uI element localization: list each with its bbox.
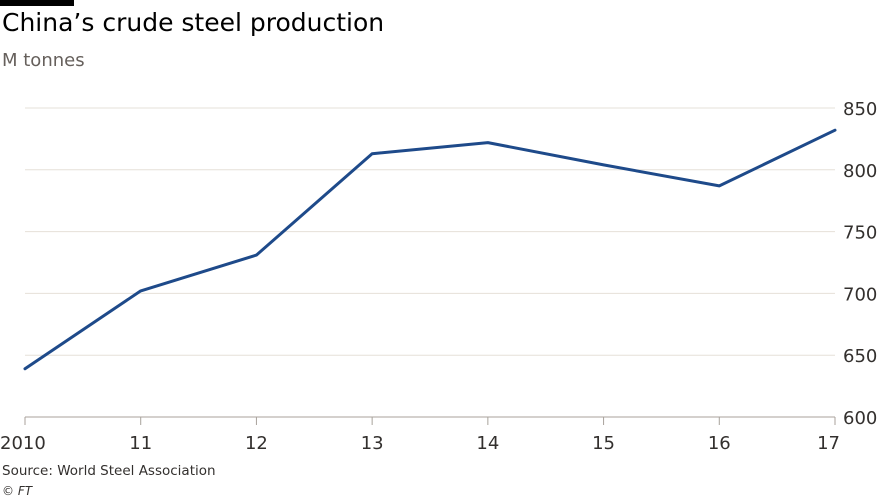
x-tick-label-2010: 2010 xyxy=(0,433,46,454)
chart-subtitle: M tonnes xyxy=(2,50,85,71)
y-tick-label-600: 600 xyxy=(843,408,877,429)
y-tick-label-850: 850 xyxy=(843,99,877,120)
x-tick-label-2011: 11 xyxy=(129,433,152,454)
x-axis: 2010 11 12 13 14 15 16 17 xyxy=(0,416,840,454)
y-tick-label-700: 700 xyxy=(843,284,877,305)
x-tick-label-2013: 13 xyxy=(361,433,384,454)
x-tick-label-2012: 12 xyxy=(245,433,268,454)
data-series xyxy=(23,128,837,371)
x-tick-label-2017: 17 xyxy=(817,433,840,454)
gridlines xyxy=(25,107,835,356)
x-tick-label-2014: 14 xyxy=(476,433,499,454)
x-tick-label-2016: 16 xyxy=(708,433,731,454)
y-tick-label-650: 650 xyxy=(843,346,877,367)
x-tick-label-2015: 15 xyxy=(592,433,615,454)
copyright-credit: © FT xyxy=(2,484,33,498)
brand-top-bar xyxy=(0,0,74,6)
source-note: Source: World Steel Association xyxy=(2,463,216,479)
y-tick-label-750: 750 xyxy=(843,223,877,244)
y-axis-ticks: 600 650 700 750 800 850 xyxy=(843,99,877,429)
chart-title: China’s crude steel production xyxy=(2,8,385,37)
y-tick-label-800: 800 xyxy=(843,161,877,182)
series-line-0 xyxy=(23,128,837,371)
